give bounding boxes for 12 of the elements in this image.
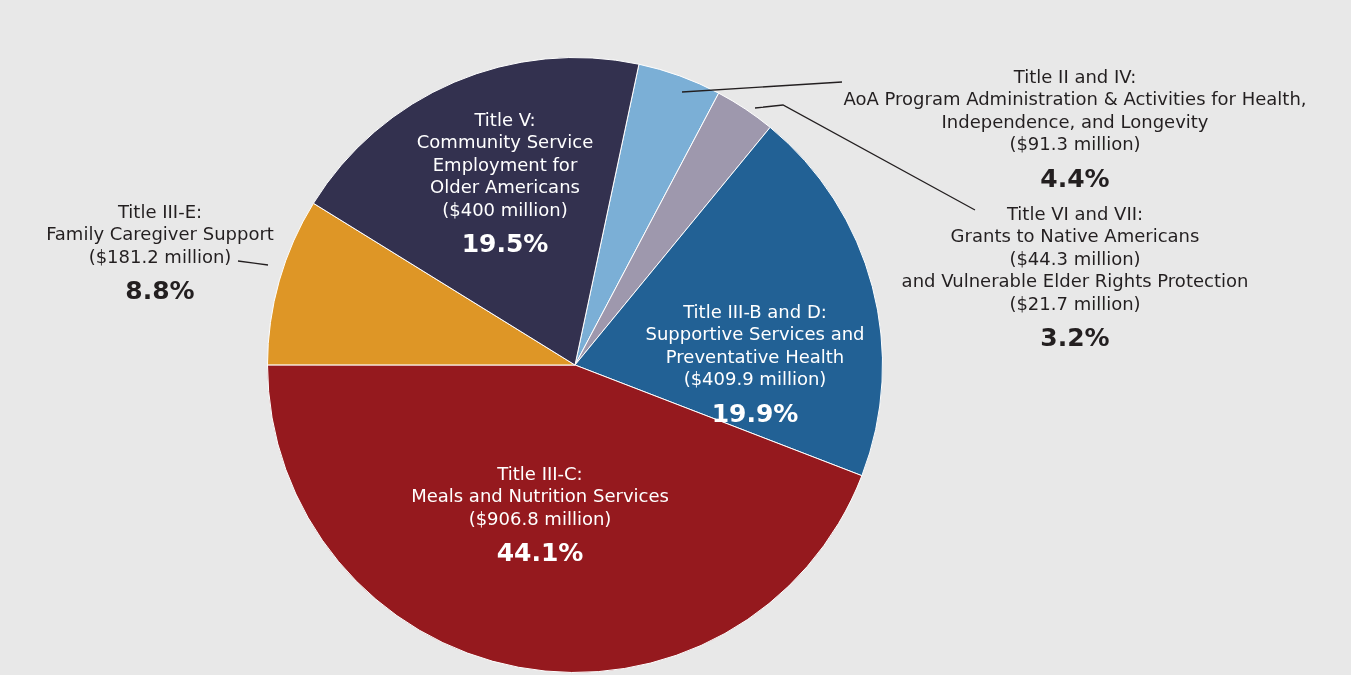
slice-label: Title III-B and D: Supportive Services and Preventative Health ($409.9 million)	[645, 300, 865, 390]
slice-label: Title III-E: Family Caregiver Support ($181.2 million)	[46, 200, 274, 267]
data-label: 8.8%	[125, 276, 195, 305]
data-label: 19.5%	[461, 229, 549, 258]
data-label: 19.9%	[711, 398, 799, 428]
slice-label: Title II and IV: AoA Program Administration & Activities for Health, Independence, and Longevity ($91.3 million)	[843, 65, 1307, 155]
data-label: 4.4%	[1040, 163, 1110, 193]
slice-label: Title III-C: Meals and Nutrition Services ($906.8 million)	[411, 462, 669, 529]
data-label: 3.2%	[1040, 323, 1110, 352]
slice-label: Title VI and VII: Grants to Native Americans ($44.3 million) and Vulnerable Elder Rights Protection ($21.7 million)	[901, 202, 1249, 314]
data-label: 44.1%	[496, 538, 584, 567]
slice-label: Title V: Community Service Employment for Older Americans ($400 million)	[416, 108, 594, 220]
